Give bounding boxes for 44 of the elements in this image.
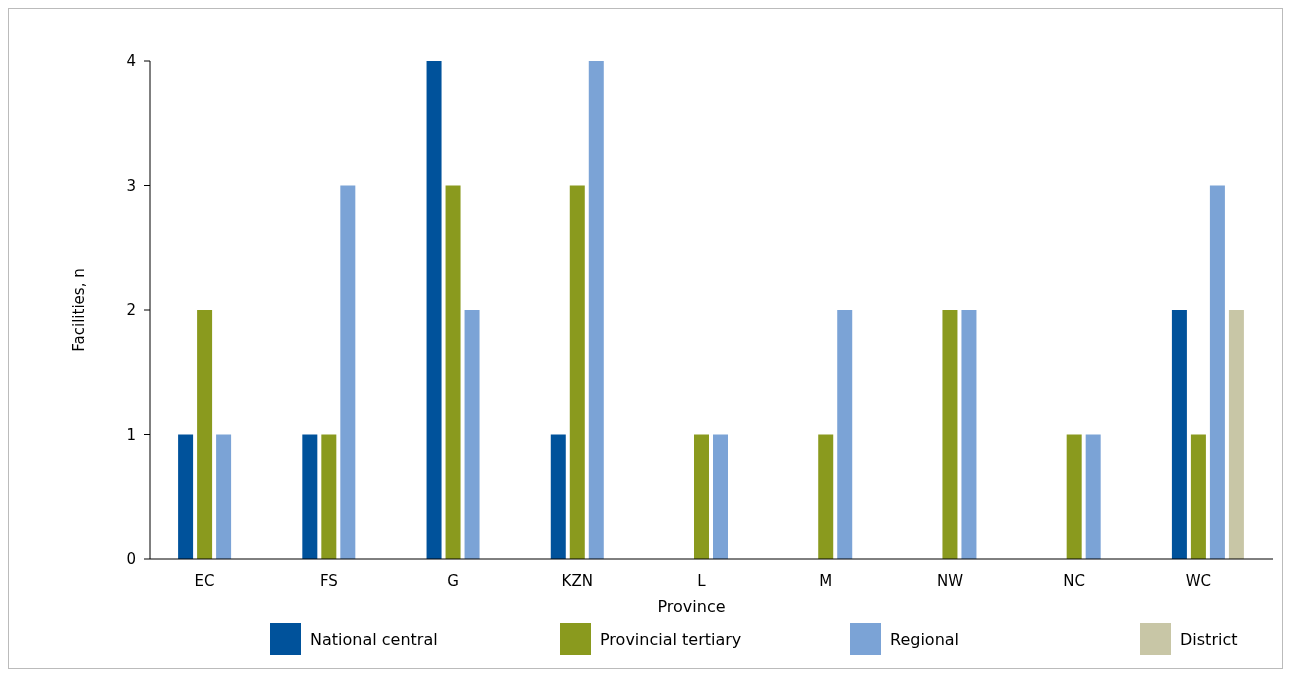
bar	[1228, 310, 1244, 559]
y-tick-label: 2	[126, 301, 136, 320]
y-axis-title: Facilities, n	[70, 268, 88, 352]
bar	[1209, 185, 1225, 559]
y-tick-label: 4	[126, 52, 136, 71]
bar	[837, 310, 853, 559]
bar	[1066, 434, 1082, 559]
bar	[1171, 310, 1187, 559]
bar	[550, 434, 566, 559]
x-tick-label: KZN	[561, 572, 593, 590]
x-tick-label: EC	[194, 572, 215, 590]
x-tick-label: M	[819, 572, 833, 590]
bar	[1085, 434, 1101, 559]
x-tick-label: L	[697, 572, 707, 590]
bar	[197, 310, 213, 559]
bar	[216, 434, 232, 559]
x-tick-label: G	[447, 572, 459, 590]
legend-label: National central	[310, 629, 438, 649]
bar	[818, 434, 834, 559]
bar	[961, 310, 977, 559]
bar	[321, 434, 337, 559]
y-tick-label: 3	[126, 176, 136, 195]
bar	[340, 185, 356, 559]
x-axis-title: Province	[657, 597, 726, 616]
y-tick-label: 1	[126, 425, 136, 444]
bar	[426, 61, 442, 559]
x-tick-label: NW	[936, 572, 964, 590]
y-tick-label: 0	[126, 550, 136, 569]
x-tick-label: WC	[1185, 572, 1212, 590]
bar	[588, 61, 604, 559]
x-tick-label: NC	[1063, 572, 1086, 590]
legend-label: Regional	[890, 629, 960, 649]
legend-label: District	[1180, 629, 1238, 649]
legend-label: Provincial tertiary	[600, 629, 742, 649]
bar	[445, 185, 461, 559]
bar	[464, 310, 480, 559]
bar	[569, 185, 585, 559]
x-tick-label: FS	[319, 572, 338, 590]
bar	[1190, 434, 1206, 559]
bar	[713, 434, 728, 559]
bar	[178, 434, 194, 559]
bar	[942, 310, 958, 559]
bar	[302, 434, 318, 559]
bar	[694, 434, 709, 559]
